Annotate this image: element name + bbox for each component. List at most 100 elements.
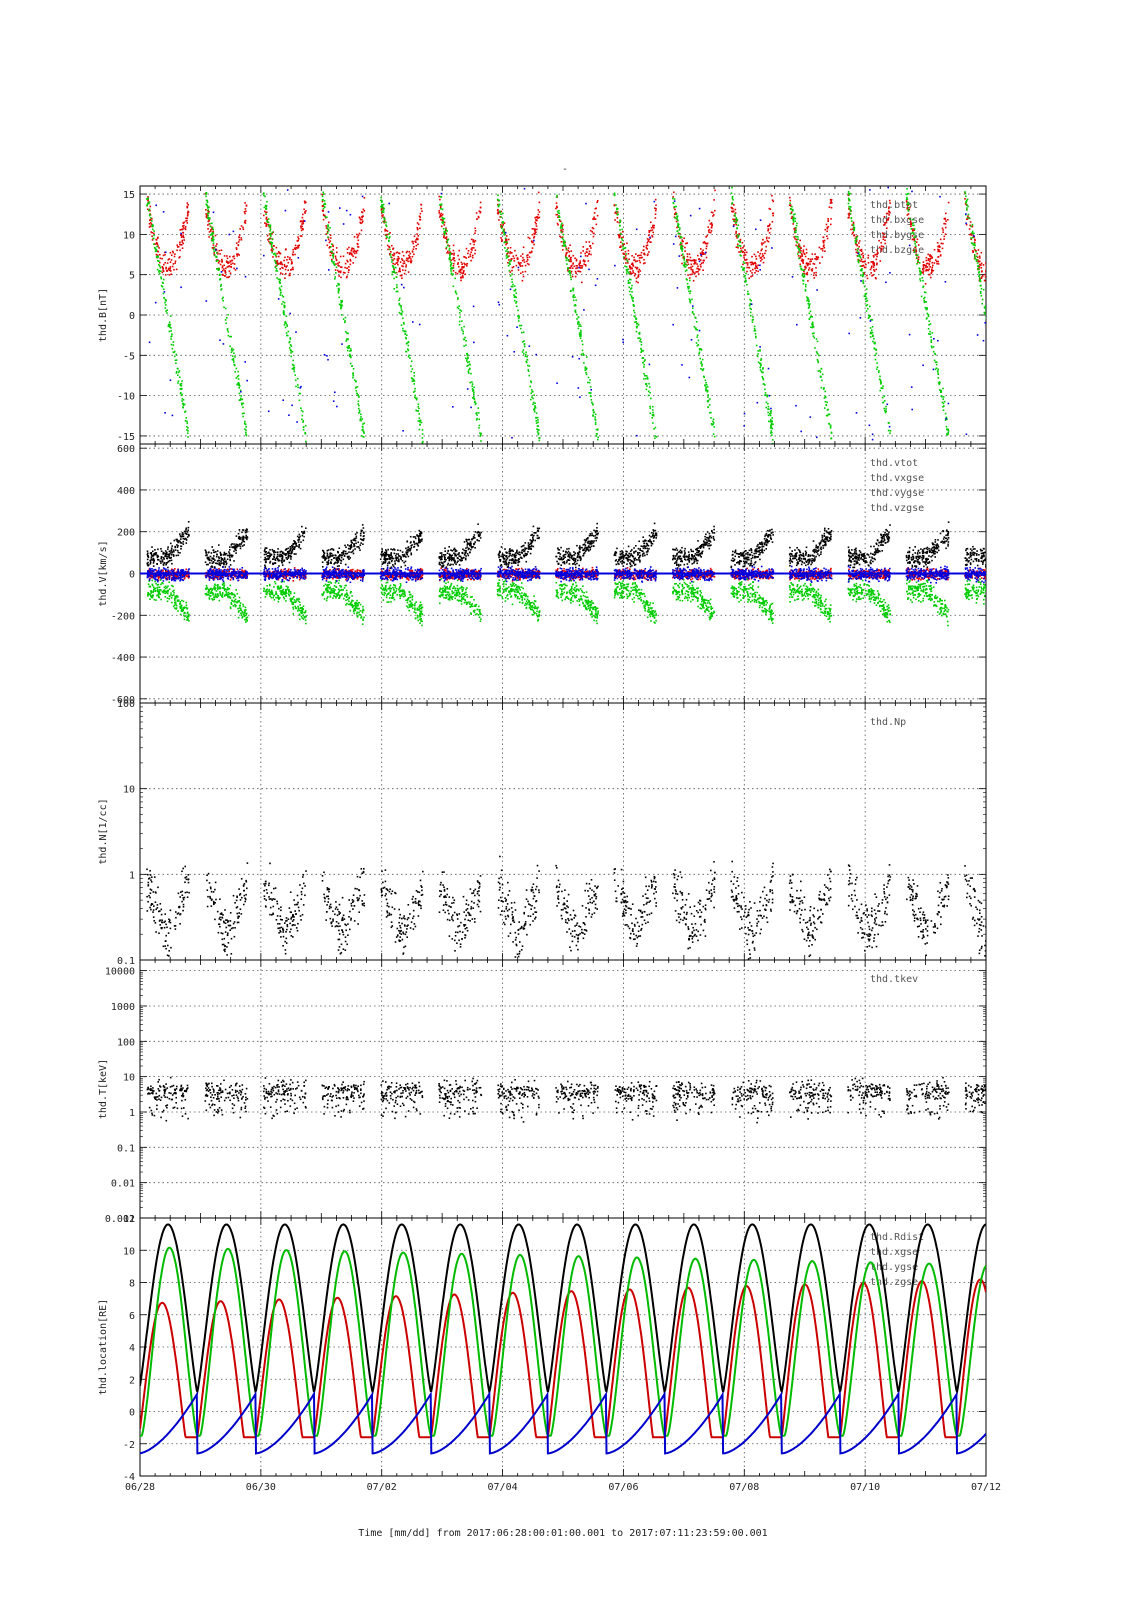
data-point bbox=[446, 238, 448, 241]
data-point bbox=[696, 334, 699, 336]
data-point bbox=[517, 258, 519, 260]
data-point bbox=[985, 309, 986, 312]
data-point bbox=[705, 388, 707, 390]
data-point bbox=[280, 555, 283, 558]
data-point bbox=[285, 332, 288, 334]
series-points-vtot bbox=[146, 521, 986, 572]
data-point bbox=[651, 229, 654, 231]
data-point bbox=[381, 215, 383, 217]
data-point bbox=[805, 262, 808, 264]
data-point bbox=[925, 256, 928, 259]
data-point bbox=[240, 402, 243, 405]
data-point bbox=[185, 417, 188, 419]
data-point bbox=[271, 548, 274, 551]
data-point bbox=[442, 218, 445, 221]
data-point bbox=[646, 254, 649, 257]
data-point bbox=[339, 303, 342, 306]
data-point bbox=[811, 253, 814, 255]
data-point bbox=[730, 192, 733, 194]
data-point bbox=[702, 249, 704, 252]
data-point bbox=[871, 335, 874, 338]
y-tick-label: -15 bbox=[117, 432, 135, 443]
data-point bbox=[640, 350, 643, 353]
data-point bbox=[211, 237, 214, 239]
data-point bbox=[807, 258, 810, 260]
data-point bbox=[564, 244, 566, 246]
data-point bbox=[358, 409, 361, 412]
data-point bbox=[707, 226, 709, 228]
data-point bbox=[393, 270, 395, 272]
data-point bbox=[640, 254, 642, 257]
data-point bbox=[655, 204, 657, 206]
data-point bbox=[561, 225, 563, 228]
data-point bbox=[622, 341, 624, 344]
data-point bbox=[647, 240, 649, 242]
data-point bbox=[802, 276, 805, 278]
data-point bbox=[233, 550, 235, 553]
data-point bbox=[449, 252, 452, 255]
data-point bbox=[238, 543, 241, 545]
data-point bbox=[152, 557, 155, 560]
data-point bbox=[704, 242, 707, 245]
data-point bbox=[165, 300, 167, 302]
data-point bbox=[350, 349, 352, 352]
data-point bbox=[280, 272, 282, 274]
data-point bbox=[282, 312, 285, 315]
legend-entry: thd.vzgse bbox=[870, 503, 924, 514]
data-point bbox=[970, 238, 972, 240]
data-point bbox=[156, 250, 159, 253]
data-point bbox=[587, 260, 590, 262]
data-point bbox=[266, 200, 268, 203]
data-point bbox=[883, 395, 886, 397]
data-point bbox=[339, 271, 342, 274]
data-point bbox=[186, 202, 189, 204]
data-point bbox=[464, 256, 466, 258]
data-point bbox=[265, 213, 267, 215]
data-point bbox=[909, 220, 912, 223]
data-point bbox=[905, 200, 908, 202]
data-point bbox=[769, 414, 772, 417]
data-point bbox=[928, 273, 930, 276]
data-point bbox=[146, 558, 149, 561]
data-point bbox=[170, 273, 172, 275]
data-point bbox=[419, 423, 421, 426]
data-point bbox=[638, 257, 641, 259]
data-point bbox=[681, 239, 683, 241]
data-point bbox=[206, 557, 209, 560]
data-point bbox=[710, 411, 712, 414]
data-point bbox=[221, 265, 224, 267]
data-point bbox=[469, 243, 472, 245]
data-point bbox=[614, 219, 616, 221]
data-point bbox=[827, 226, 830, 228]
data-point bbox=[874, 253, 876, 256]
data-point bbox=[883, 233, 886, 236]
data-point bbox=[497, 212, 500, 215]
data-point bbox=[742, 263, 744, 266]
data-point bbox=[242, 226, 244, 229]
data-point bbox=[769, 413, 771, 415]
data-point bbox=[205, 199, 208, 202]
data-point bbox=[500, 237, 502, 239]
data-point bbox=[327, 226, 329, 228]
data-point bbox=[212, 238, 214, 241]
data-point bbox=[885, 212, 888, 215]
data-point bbox=[301, 414, 304, 417]
data-point bbox=[286, 324, 288, 326]
data-point bbox=[169, 326, 171, 328]
data-point bbox=[816, 436, 818, 439]
data-point bbox=[930, 339, 933, 341]
data-point bbox=[350, 253, 353, 256]
data-point bbox=[172, 251, 174, 254]
data-point bbox=[754, 329, 757, 332]
series-points-bxgse bbox=[146, 189, 986, 285]
data-point bbox=[244, 428, 246, 430]
data-point bbox=[221, 266, 224, 269]
data-point bbox=[337, 292, 340, 294]
data-point bbox=[242, 535, 245, 538]
data-point bbox=[908, 333, 911, 336]
data-point bbox=[766, 395, 768, 398]
data-point bbox=[526, 254, 528, 257]
data-point bbox=[410, 261, 412, 264]
data-point bbox=[231, 350, 234, 352]
y-tick-label: -200 bbox=[111, 611, 135, 622]
